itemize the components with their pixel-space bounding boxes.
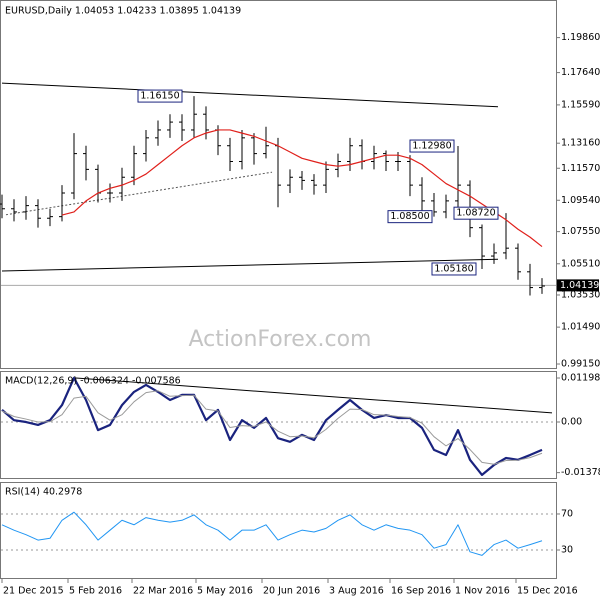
x-tick-label: 1 Nov 2016 xyxy=(455,586,510,597)
price-label-box xyxy=(557,279,599,292)
price-label: 1.04139 xyxy=(560,280,599,291)
y-tick-label: 70 xyxy=(561,508,573,519)
trendline xyxy=(75,377,553,414)
price-panel xyxy=(0,0,557,369)
y-tick-label: 1.03530 xyxy=(561,289,600,300)
y-tick-label: -0.013788 xyxy=(561,467,600,478)
annotation-label: 1.08720 xyxy=(456,208,495,219)
y-tick-label: 30 xyxy=(561,544,573,555)
y-tick-label: 1.13160 xyxy=(561,138,600,149)
macd-panel xyxy=(0,371,557,479)
y-tick-label: 1.07550 xyxy=(561,226,600,237)
x-tick-label: 16 Sep 2016 xyxy=(391,586,451,597)
x-tick-label: 22 Mar 2016 xyxy=(133,586,193,597)
y-tick-label: 1.11570 xyxy=(561,163,600,174)
x-tick-label: 5 Feb 2016 xyxy=(69,586,122,597)
series-line xyxy=(1,390,543,465)
annotation-box xyxy=(387,210,433,224)
y-tick-label: 1.01490 xyxy=(561,322,600,333)
annotation-box xyxy=(431,262,477,276)
y-tick-label: 1.15590 xyxy=(561,99,600,110)
x-tick-label: 5 May 2016 xyxy=(197,586,253,597)
series-line xyxy=(1,511,543,556)
y-tick-label: 1.17640 xyxy=(561,67,600,78)
trendline xyxy=(1,258,499,272)
annotation-box xyxy=(137,89,183,103)
panel-title: MACD(12,26,9) -0.006324 -0.007586 xyxy=(5,376,181,387)
y-tick-label: 1.19860 xyxy=(561,32,600,43)
panel-title: EURUSD,Daily 1.04053 1.04233 1.03895 1.0… xyxy=(5,6,241,17)
series-line xyxy=(61,129,543,248)
x-tick-label: 20 Jun 2016 xyxy=(263,586,320,597)
rsi-panel xyxy=(0,482,557,579)
y-tick-label: 0.00 xyxy=(561,417,582,428)
x-tick-label: 15 Dec 2016 xyxy=(517,586,578,597)
watermark: ActionForex.com xyxy=(189,327,372,352)
trendline xyxy=(5,171,273,216)
y-tick-label: 0.011982 xyxy=(561,373,600,384)
annotation-label: 1.16150 xyxy=(140,91,179,102)
annotation-box xyxy=(409,139,455,153)
y-tick-label: 0.99150 xyxy=(561,359,600,370)
x-tick-label: 21 Dec 2015 xyxy=(3,586,64,597)
panel-title: RSI(14) 40.2978 xyxy=(5,487,82,498)
annotation-label: 1.12980 xyxy=(412,141,451,152)
annotation-label: 1.08500 xyxy=(390,211,429,222)
x-tick-label: 3 Aug 2016 xyxy=(329,586,384,597)
y-tick-label: 1.05510 xyxy=(561,258,600,269)
trendline xyxy=(1,82,499,108)
y-tick-label: 1.09540 xyxy=(561,195,600,206)
annotation-box xyxy=(453,206,499,220)
annotation-label: 1.05180 xyxy=(434,263,473,274)
